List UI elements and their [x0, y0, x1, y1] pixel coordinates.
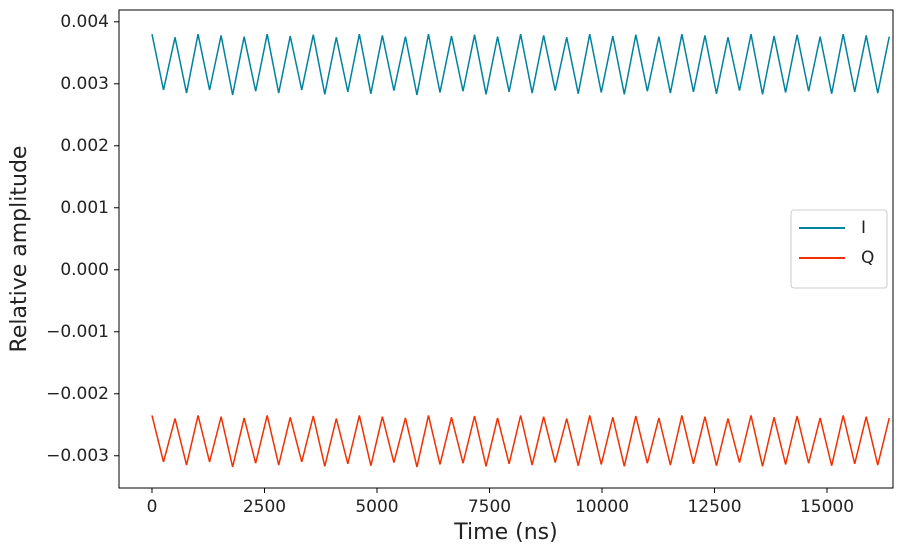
x-tick-label: 7500: [468, 497, 511, 517]
x-tick-label: 10000: [575, 497, 629, 517]
legend-box: [790, 209, 888, 289]
y-tick-label: 0.003: [60, 74, 109, 94]
y-tick-label: −0.003: [46, 446, 109, 466]
legend-label: Q: [861, 248, 874, 268]
x-tick-label: 0: [147, 497, 158, 517]
series-line: [151, 415, 890, 468]
y-axis-label: Relative amplitude: [7, 146, 32, 353]
series-line: [151, 34, 890, 96]
x-tick-label: 12500: [687, 497, 741, 517]
y-tick-label: −0.001: [46, 322, 109, 342]
y-tick-label: 0.000: [60, 260, 109, 280]
x-tick-label: 5000: [355, 497, 398, 517]
y-tick-label: 0.002: [60, 136, 109, 156]
x-tick-label: 15000: [800, 497, 854, 517]
x-axis-label: Time (ns): [453, 520, 557, 545]
legend-label: I: [861, 218, 866, 238]
x-tick-label: 2500: [243, 497, 286, 517]
y-tick-label: 0.001: [60, 198, 109, 218]
plot-frame: [118, 9, 894, 489]
y-tick-label: −0.002: [46, 384, 109, 404]
y-tick-label: 0.004: [60, 12, 109, 32]
